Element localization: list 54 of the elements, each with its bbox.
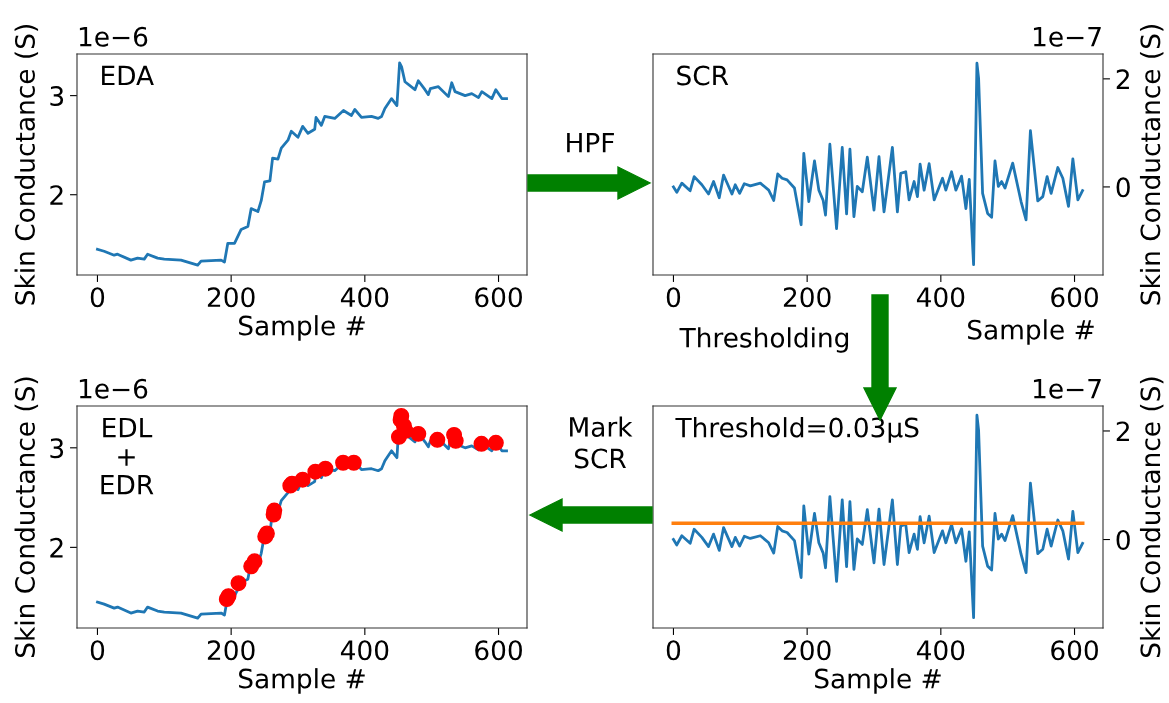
x-tick-label: 0 bbox=[90, 287, 105, 308]
y-axis-title: Skin Conductance (S) bbox=[14, 25, 39, 305]
x-tick-label: 600 bbox=[1051, 640, 1098, 661]
x-tick-label: 400 bbox=[340, 640, 389, 661]
text: 1e−7 bbox=[1033, 379, 1101, 399]
x-axis-title: Sample # bbox=[815, 668, 941, 694]
y-tick-label: 3 bbox=[50, 86, 64, 107]
x-tick-label: 200 bbox=[207, 287, 255, 308]
line-series bbox=[96, 61, 508, 267]
x-tick-label: 600 bbox=[475, 287, 522, 308]
y-tick-label: 2 bbox=[50, 537, 63, 558]
point bbox=[294, 471, 311, 488]
x-tick-label: 200 bbox=[783, 287, 831, 308]
x-tick-label: 0 bbox=[90, 640, 105, 661]
y-tick-label: 0 bbox=[1116, 529, 1130, 550]
text: HPF bbox=[567, 133, 614, 153]
line-series bbox=[672, 413, 1084, 620]
annotation: Threshold=0.03μS bbox=[675, 417, 919, 443]
text: Thresholding bbox=[679, 327, 849, 353]
annotation: SCR bbox=[677, 65, 729, 86]
text: 1e−7 bbox=[1033, 27, 1101, 47]
x-tick-label: 0 bbox=[666, 640, 681, 661]
x-tick-label: 200 bbox=[207, 640, 255, 661]
x-tick-label: 0 bbox=[666, 287, 681, 308]
y-tick-label: 0 bbox=[1116, 177, 1130, 198]
point bbox=[487, 434, 504, 451]
line-series bbox=[672, 61, 1084, 267]
text: Mark SCR bbox=[570, 416, 633, 469]
y-axis-title: Skin Conductance (S) bbox=[1139, 377, 1164, 657]
point bbox=[246, 553, 263, 570]
annotation: EDL + EDR bbox=[101, 417, 154, 495]
x-axis-title: Sample # bbox=[239, 315, 365, 341]
x-tick-label: 400 bbox=[916, 640, 965, 661]
y-axis-title: Skin Conductance (S) bbox=[14, 377, 39, 657]
x-tick-label: 400 bbox=[340, 287, 389, 308]
text: 1e−6 bbox=[79, 378, 148, 399]
point bbox=[410, 425, 427, 442]
x-axis-title: Sample # bbox=[968, 319, 1094, 345]
y-axis-title: Skin Conductance (S) bbox=[1139, 25, 1164, 305]
point bbox=[473, 435, 490, 452]
text: 1e−6 bbox=[79, 26, 148, 47]
point bbox=[429, 431, 446, 448]
y-tick-label: 2 bbox=[1116, 421, 1129, 441]
x-tick-label: 600 bbox=[475, 640, 522, 661]
y-tick-label: 2 bbox=[50, 185, 63, 205]
point bbox=[317, 460, 334, 477]
x-tick-label: 200 bbox=[783, 640, 831, 661]
x-axis-title: Sample # bbox=[239, 668, 365, 694]
x-tick-label: 600 bbox=[1051, 287, 1098, 308]
annotation: EDA bbox=[102, 65, 154, 86]
y-tick-label: 3 bbox=[50, 438, 64, 459]
x-tick-label: 400 bbox=[916, 287, 965, 308]
point bbox=[230, 575, 247, 592]
y-tick-label: 2 bbox=[1116, 69, 1129, 89]
